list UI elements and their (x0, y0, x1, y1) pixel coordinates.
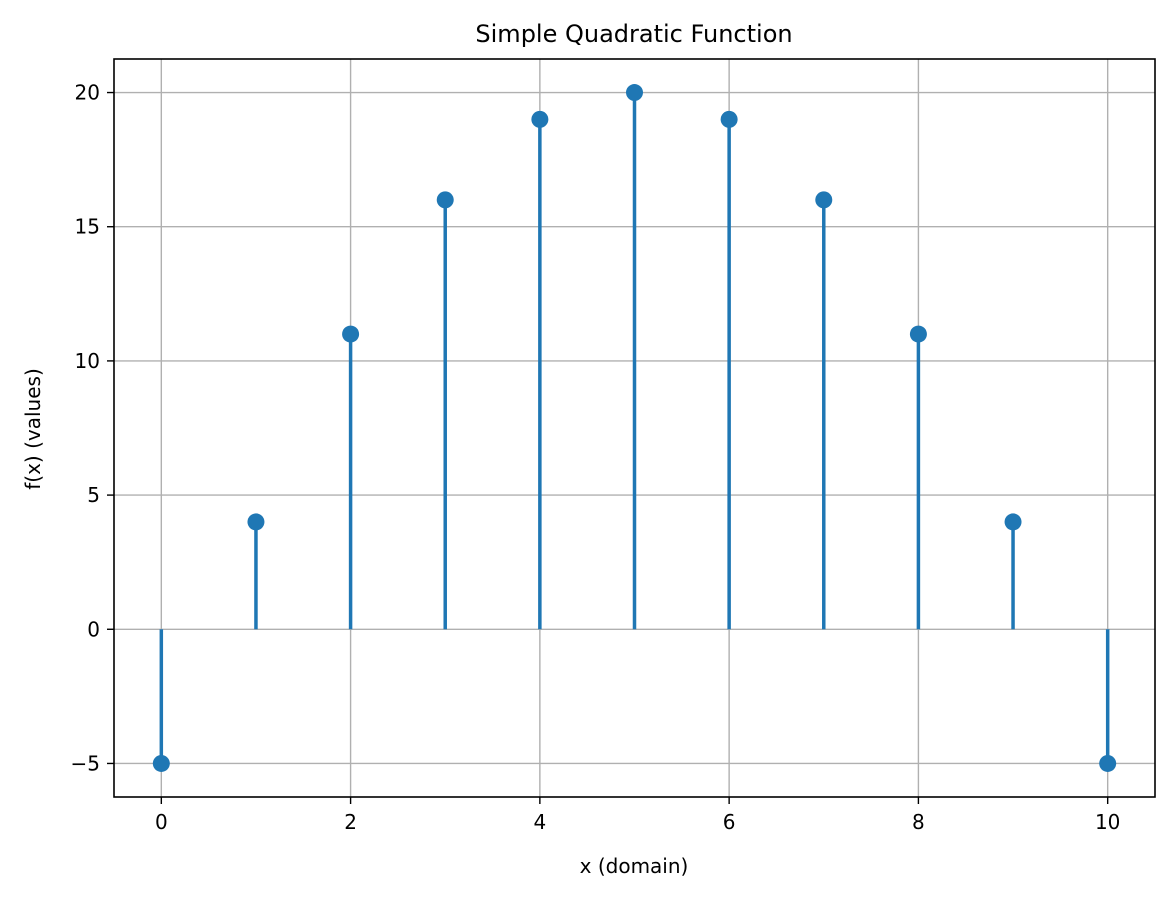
axes-frame (113, 58, 1156, 798)
y-axis-label: f(x) (values) (21, 368, 45, 490)
stem-marker (626, 84, 643, 102)
stem-marker (1099, 754, 1117, 772)
stem-marker (531, 110, 549, 128)
y-tick-label: 10 (75, 349, 100, 373)
stems (159, 92, 1110, 764)
y-tick-label: −5 (71, 751, 100, 775)
stem-marker (1004, 513, 1022, 531)
x-axis-label: x (domain) (580, 854, 689, 878)
stem-marker (815, 191, 833, 209)
markers (152, 84, 1117, 772)
x-tick-label: 6 (723, 810, 736, 834)
x-tick-label: 8 (912, 810, 925, 834)
stem-marker (436, 191, 454, 209)
x-tick-label: 10 (1095, 810, 1120, 834)
stem-marker (909, 325, 927, 343)
y-tick-label: 15 (75, 215, 100, 239)
x-tick-label: 4 (533, 810, 546, 834)
stem-marker (720, 110, 738, 128)
y-tick-label: 5 (87, 483, 100, 507)
chart-title: Simple Quadratic Function (475, 20, 792, 48)
y-tick-label: 0 (87, 617, 100, 641)
y-tick-label: 20 (75, 81, 100, 105)
stem-marker (152, 754, 170, 772)
x-tick-label: 2 (344, 810, 357, 834)
x-tick-label: 0 (155, 810, 168, 834)
ticks: 0 2 4 6 8 10 −5 0 5 10 15 20 (71, 81, 1121, 834)
stem-marker (342, 325, 360, 343)
stem-marker (247, 513, 265, 531)
